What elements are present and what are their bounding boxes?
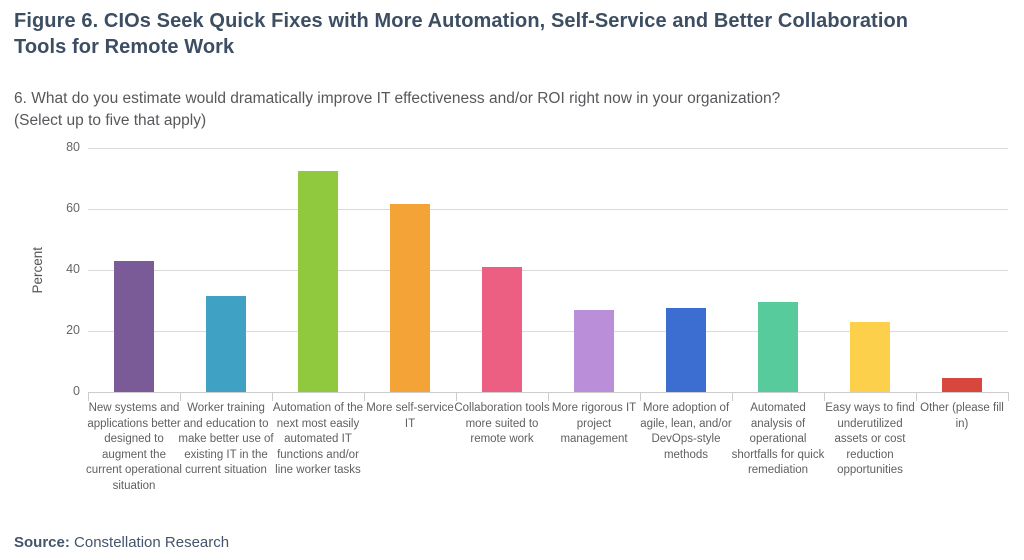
x-category-label-6: More adoption of agile, lean, and/or Dev… xyxy=(640,402,732,461)
bar-2 xyxy=(298,171,338,392)
y-tick-label-60: 60 xyxy=(66,201,80,215)
bar-9 xyxy=(942,378,982,392)
x-category-label-7: Automated analysis of operational shortf… xyxy=(731,402,825,477)
y-tick-label-0: 0 xyxy=(73,384,80,398)
x-axis-tick-6 xyxy=(640,392,641,401)
bar-6 xyxy=(666,308,706,392)
x-axis-tick-1 xyxy=(180,392,181,401)
gridline-60 xyxy=(88,209,1008,210)
bar-1 xyxy=(206,296,246,392)
gridline-20 xyxy=(88,331,1008,332)
x-axis-tick-9 xyxy=(916,392,917,401)
bar-5 xyxy=(574,310,614,392)
bar-3 xyxy=(390,204,430,392)
x-axis-tick-7 xyxy=(732,392,733,401)
survey-question: 6. What do you estimate would dramatical… xyxy=(14,90,781,129)
bar-8 xyxy=(850,322,890,392)
source-label: Source: xyxy=(14,534,70,551)
x-axis-tick-2 xyxy=(272,392,273,401)
plot-area xyxy=(88,148,1008,393)
x-axis-tick-4 xyxy=(456,392,457,401)
y-tick-label-40: 40 xyxy=(66,262,80,276)
x-category-label-2: Automation of the next most easily autom… xyxy=(272,402,364,477)
x-axis-tick-0 xyxy=(88,392,89,401)
x-category-label-9: Other (please fill in) xyxy=(920,402,1004,430)
gridline-40 xyxy=(88,270,1008,271)
y-tick-label-20: 20 xyxy=(66,323,80,337)
bar-7 xyxy=(758,302,798,392)
x-category-label-3: More self-service IT xyxy=(366,402,454,430)
x-category-label-5: More rigorous IT project management xyxy=(551,402,637,446)
x-axis-tick-8 xyxy=(824,392,825,401)
x-axis-tick-5 xyxy=(548,392,549,401)
x-axis-tick-3 xyxy=(364,392,365,401)
x-category-label-1: Worker training and education to make be… xyxy=(178,402,274,477)
source-text: Constellation Research xyxy=(69,534,230,551)
bar-4 xyxy=(482,267,522,392)
x-axis-tick-10 xyxy=(1008,392,1009,401)
bar-chart: Percent 0 20 40 60 80 New systems and applica… xyxy=(30,138,1009,530)
source-line: Source: Constellation Research xyxy=(14,534,229,551)
x-category-label-0: New systems and applications better desi… xyxy=(86,402,182,492)
figure-title: Figure 6. CIOs Seek Quick Fixes with Mor… xyxy=(14,10,909,58)
bar-0 xyxy=(114,261,154,392)
gridline-80 xyxy=(88,148,1008,149)
x-category-label-8: Easy ways to find underutilized assets o… xyxy=(825,402,915,477)
y-tick-label-80: 80 xyxy=(66,140,80,154)
x-category-label-4: Collaboration tools more suited to remot… xyxy=(454,402,550,446)
